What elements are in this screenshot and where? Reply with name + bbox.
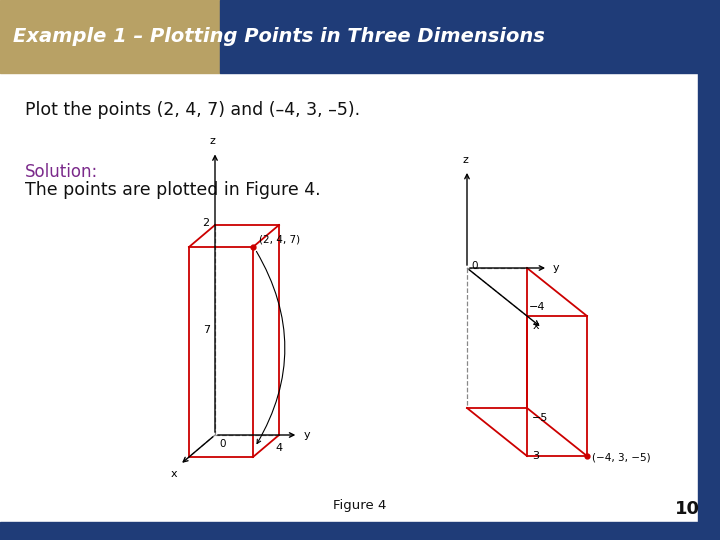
Text: y: y <box>303 430 310 440</box>
Bar <box>220 0 720 73</box>
Text: z: z <box>209 137 215 146</box>
Text: (−4, 3, −5): (−4, 3, −5) <box>592 453 651 463</box>
Text: 2: 2 <box>202 218 209 228</box>
Text: 0: 0 <box>219 439 225 449</box>
Text: Figure 4: Figure 4 <box>333 499 387 512</box>
Text: 10: 10 <box>675 500 700 518</box>
Text: 0: 0 <box>471 261 477 271</box>
Bar <box>0 0 220 73</box>
Text: The points are plotted in Figure 4.: The points are plotted in Figure 4. <box>25 181 320 199</box>
Text: y: y <box>553 263 559 273</box>
Text: (2, 4, 7): (2, 4, 7) <box>259 235 300 245</box>
Text: 3: 3 <box>532 451 539 461</box>
Bar <box>698 73 720 540</box>
Text: z: z <box>462 155 468 165</box>
Text: Example 1 – Plotting Points in Three Dimensions: Example 1 – Plotting Points in Three Dim… <box>13 27 545 46</box>
Text: x: x <box>532 321 539 331</box>
Text: 7: 7 <box>203 325 210 335</box>
Text: 4: 4 <box>276 443 282 453</box>
Text: Plot the points (2, 4, 7) and (–4, 3, –5).: Plot the points (2, 4, 7) and (–4, 3, –5… <box>25 101 360 119</box>
Text: x: x <box>170 469 177 478</box>
Text: −5: −5 <box>532 413 549 423</box>
Text: Solution:: Solution: <box>25 163 98 181</box>
Bar <box>0 522 720 540</box>
Text: −4: −4 <box>529 302 546 312</box>
